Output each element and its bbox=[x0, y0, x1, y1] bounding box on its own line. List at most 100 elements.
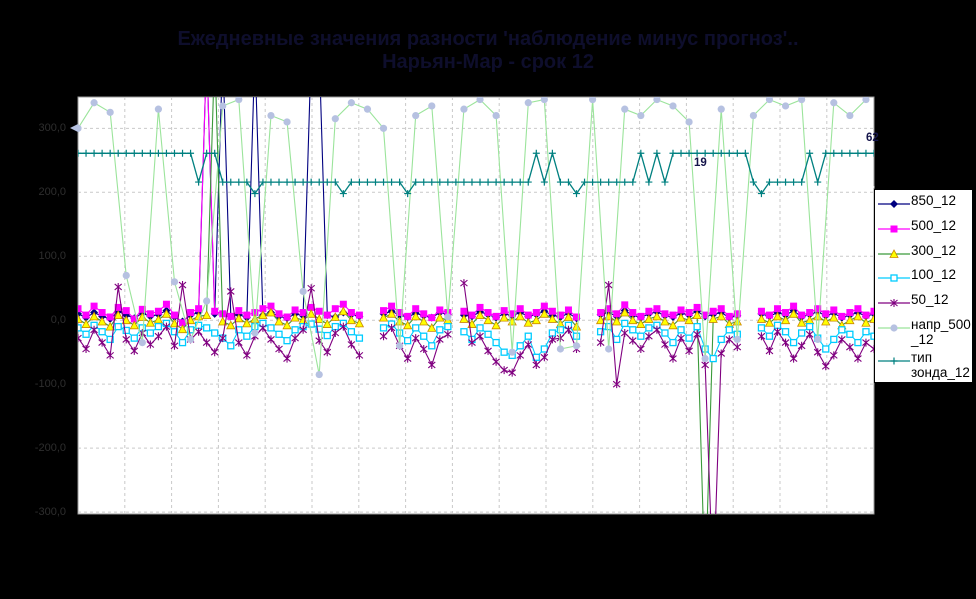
marker bbox=[540, 345, 548, 353]
marker bbox=[251, 190, 259, 198]
marker bbox=[806, 322, 814, 331]
marker bbox=[380, 178, 388, 186]
marker bbox=[130, 346, 139, 355]
marker bbox=[484, 346, 492, 355]
marker bbox=[170, 328, 179, 336]
marker bbox=[492, 312, 500, 320]
marker bbox=[830, 306, 838, 314]
marker bbox=[98, 328, 106, 336]
legend-label: 500_12 bbox=[911, 217, 957, 233]
marker bbox=[386, 308, 397, 318]
marker bbox=[355, 178, 363, 186]
chart-title-line2: Нарьян-Мар - срок 12 bbox=[382, 51, 594, 73]
marker bbox=[547, 314, 558, 323]
marker bbox=[573, 313, 581, 321]
marker bbox=[765, 346, 774, 355]
marker bbox=[814, 335, 822, 343]
marker bbox=[604, 281, 613, 290]
marker bbox=[78, 149, 82, 157]
marker bbox=[146, 310, 154, 318]
marker bbox=[508, 310, 516, 318]
marker bbox=[299, 287, 307, 296]
marker bbox=[178, 281, 187, 290]
marker bbox=[460, 328, 468, 336]
marker bbox=[436, 326, 444, 334]
marker bbox=[796, 317, 807, 327]
marker bbox=[508, 368, 517, 377]
marker bbox=[90, 325, 98, 334]
marker bbox=[862, 328, 870, 336]
marker bbox=[227, 178, 235, 186]
marker bbox=[765, 311, 773, 319]
marker bbox=[459, 314, 469, 323]
marker bbox=[219, 102, 227, 110]
marker bbox=[185, 315, 196, 325]
marker bbox=[693, 322, 701, 331]
marker bbox=[797, 329, 806, 337]
marker bbox=[428, 314, 436, 322]
marker bbox=[500, 348, 508, 356]
marker bbox=[693, 330, 701, 339]
marker bbox=[170, 311, 178, 319]
marker bbox=[283, 178, 291, 186]
marker bbox=[283, 313, 291, 321]
marker bbox=[428, 178, 436, 186]
marker bbox=[548, 335, 557, 344]
marker bbox=[612, 316, 622, 326]
marker bbox=[669, 338, 677, 347]
marker bbox=[862, 149, 870, 157]
legend-item-500_12: 500_12 bbox=[877, 218, 970, 240]
marker bbox=[282, 320, 292, 330]
marker bbox=[251, 309, 259, 317]
marker bbox=[757, 324, 766, 332]
marker bbox=[154, 105, 163, 113]
marker bbox=[685, 149, 693, 157]
marker bbox=[821, 362, 830, 371]
marker bbox=[267, 324, 275, 332]
marker bbox=[516, 351, 525, 360]
marker bbox=[323, 331, 331, 340]
marker bbox=[749, 111, 757, 120]
marker bbox=[709, 149, 717, 157]
marker bbox=[605, 178, 613, 186]
marker bbox=[870, 344, 874, 353]
marker bbox=[484, 330, 492, 338]
marker bbox=[822, 310, 830, 318]
marker bbox=[749, 178, 757, 186]
marker bbox=[669, 354, 677, 363]
marker bbox=[291, 306, 299, 314]
marker bbox=[861, 317, 871, 327]
marker bbox=[701, 149, 709, 157]
marker bbox=[539, 308, 550, 318]
marker bbox=[355, 334, 364, 342]
marker bbox=[797, 341, 806, 350]
marker bbox=[211, 307, 219, 315]
legend-label: напр_500 _12 bbox=[911, 317, 971, 348]
marker bbox=[402, 320, 413, 330]
marker bbox=[701, 354, 709, 363]
marker bbox=[653, 325, 661, 334]
marker bbox=[250, 314, 260, 323]
marker bbox=[404, 312, 412, 320]
marker bbox=[890, 200, 898, 208]
marker bbox=[532, 149, 540, 157]
marker bbox=[283, 337, 291, 345]
marker bbox=[756, 314, 767, 323]
marker bbox=[716, 311, 726, 321]
marker bbox=[363, 178, 371, 186]
marker bbox=[838, 326, 846, 334]
marker bbox=[556, 334, 565, 343]
marker bbox=[764, 317, 775, 327]
marker bbox=[346, 315, 357, 325]
marker bbox=[258, 310, 268, 319]
series-line bbox=[78, 98, 867, 375]
series-line bbox=[78, 150, 874, 195]
marker bbox=[283, 118, 291, 126]
marker bbox=[78, 305, 82, 313]
marker bbox=[733, 149, 741, 157]
marker bbox=[195, 178, 203, 186]
marker bbox=[523, 317, 533, 327]
marker bbox=[355, 351, 364, 360]
marker bbox=[420, 310, 428, 318]
marker bbox=[130, 315, 138, 323]
